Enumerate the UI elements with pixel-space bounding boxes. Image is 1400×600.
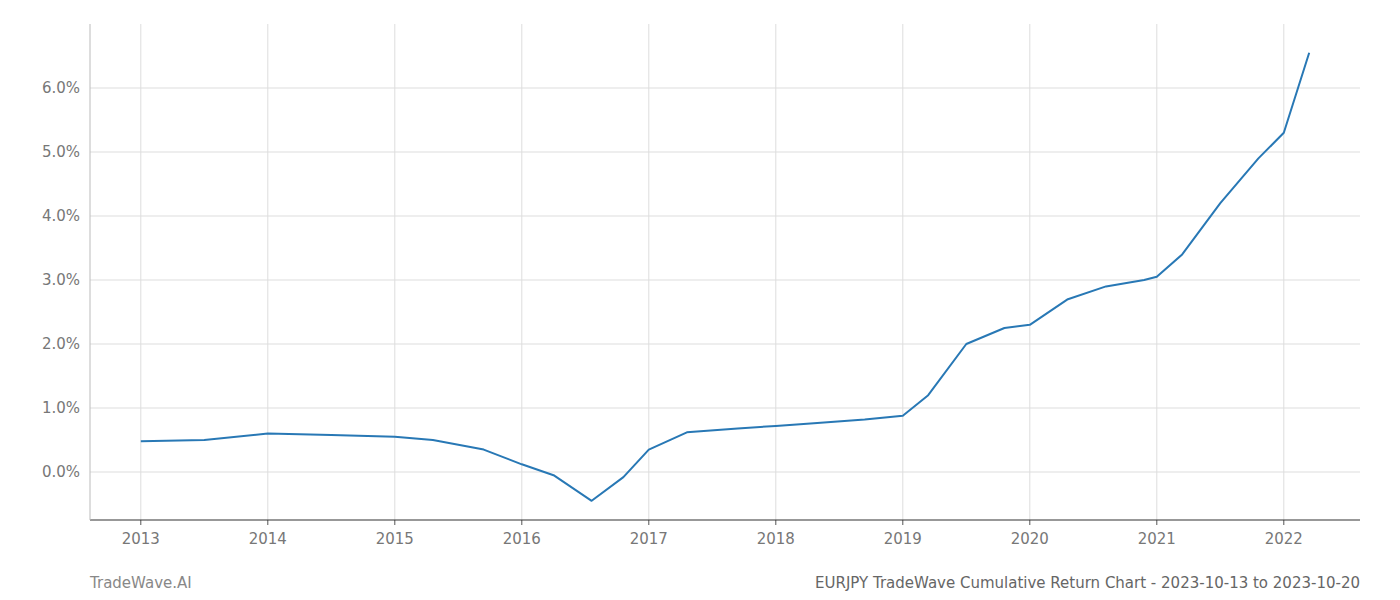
x-tick-label: 2015 xyxy=(376,530,414,548)
x-tick-mark xyxy=(521,520,522,525)
chart-title: EURJPY TradeWave Cumulative Return Chart… xyxy=(815,574,1360,592)
x-tick-mark xyxy=(1029,520,1030,525)
x-grid-line xyxy=(1029,24,1030,520)
y-grid-line xyxy=(90,152,1360,153)
chart-svg: 0.0% 1.0% 2.0% 3.0% 4.0% 5.0% 6.0% 2013 2014 2015… xyxy=(0,0,1400,600)
y-grid-line xyxy=(90,88,1360,89)
x-tick-label: 2017 xyxy=(630,530,668,548)
y-grid-line xyxy=(90,280,1360,281)
x-tick-label: 2016 xyxy=(503,530,541,548)
x-grid-line xyxy=(902,24,903,520)
x-grid-line xyxy=(1156,24,1157,520)
x-tick-mark xyxy=(902,520,903,525)
axes: 0.0% 1.0% 2.0% 3.0% 4.0% 5.0% 6.0% 2013 2014 2015… xyxy=(42,24,1360,548)
x-tick-label: 2018 xyxy=(757,530,795,548)
x-tick-mark xyxy=(267,520,268,525)
y-tick-label: 4.0% xyxy=(42,207,80,225)
y-grid-line xyxy=(90,216,1360,217)
x-tick-label: 2022 xyxy=(1265,530,1303,548)
y-tick-label: 3.0% xyxy=(42,271,80,289)
x-tick-label: 2020 xyxy=(1011,530,1049,548)
y-tick-label: 5.0% xyxy=(42,143,80,161)
y-grid-line xyxy=(90,344,1360,345)
x-grid-line xyxy=(394,24,395,520)
x-grid-line xyxy=(775,24,776,520)
data-line xyxy=(141,53,1309,501)
x-grid-line xyxy=(267,24,268,520)
chart-container: 0.0% 1.0% 2.0% 3.0% 4.0% 5.0% 6.0% 2013 2014 2015… xyxy=(0,0,1400,600)
y-tick-label: 0.0% xyxy=(42,463,80,481)
x-tick-label: 2014 xyxy=(249,530,287,548)
y-tick-label: 6.0% xyxy=(42,79,80,97)
texts: TradeWave.AI EURJPY TradeWave Cumulative … xyxy=(89,574,1360,592)
grid xyxy=(90,24,1360,520)
x-tick-mark xyxy=(394,520,395,525)
x-tick-mark xyxy=(648,520,649,525)
x-grid-line xyxy=(140,24,141,520)
plot-area xyxy=(141,53,1309,501)
x-tick-mark xyxy=(1283,520,1284,525)
x-tick-mark xyxy=(140,520,141,525)
y-tick-label: 2.0% xyxy=(42,335,80,353)
x-tick-label: 2021 xyxy=(1138,530,1176,548)
x-grid-line xyxy=(648,24,649,520)
x-tick-label: 2019 xyxy=(884,530,922,548)
x-tick-label: 2013 xyxy=(122,530,160,548)
watermark: TradeWave.AI xyxy=(89,574,192,592)
y-grid-line xyxy=(90,408,1360,409)
x-tick-mark xyxy=(1156,520,1157,525)
y-axis-line xyxy=(90,24,91,520)
y-grid-line xyxy=(90,472,1360,473)
x-tick-mark xyxy=(775,520,776,525)
x-grid-line xyxy=(521,24,522,520)
x-grid-line xyxy=(1283,24,1284,520)
x-axis-line xyxy=(90,519,1360,520)
y-tick-label: 1.0% xyxy=(42,399,80,417)
